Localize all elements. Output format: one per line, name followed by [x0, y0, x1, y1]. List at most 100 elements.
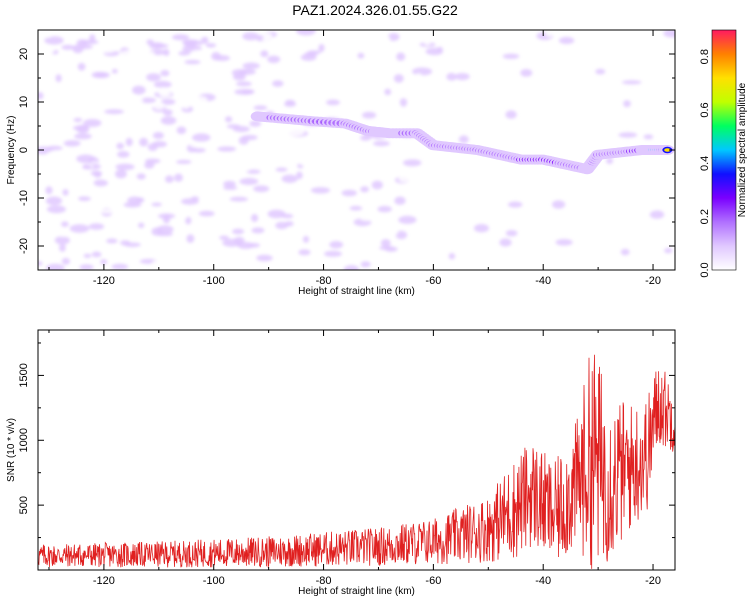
- noise-blob: [104, 109, 124, 115]
- noise-blob: [124, 97, 144, 104]
- noise-blob: [175, 159, 192, 164]
- x-tick-label: -100: [203, 275, 225, 287]
- noise-blob: [62, 64, 77, 72]
- noise-blob: [331, 171, 351, 176]
- colorbar-tick-label: 0.2: [699, 209, 711, 224]
- noise-blob: [206, 37, 226, 44]
- ridge-core: [664, 148, 671, 152]
- noise-blob: [61, 257, 70, 265]
- noise-blob: [114, 117, 131, 126]
- noise-blob: [285, 99, 296, 105]
- noise-blob: [88, 223, 105, 230]
- noise-blob: [97, 44, 117, 54]
- noise-blob: [45, 186, 53, 195]
- noise-blob: [520, 69, 533, 77]
- noise-blob: [173, 43, 181, 53]
- noise-blob: [78, 196, 91, 202]
- noise-blob: [80, 39, 99, 45]
- noise-blob: [45, 263, 65, 270]
- noise-blob: [292, 91, 310, 97]
- noise-blob: [276, 92, 284, 101]
- noise-blob: [236, 81, 252, 87]
- noise-blob: [454, 203, 472, 213]
- noise-blob: [283, 227, 294, 235]
- noise-blob: [202, 162, 211, 171]
- chart-title: PAZ1.2024.326.01.55.G22: [292, 2, 458, 18]
- noise-blob: [132, 108, 151, 117]
- noise-blob: [68, 212, 82, 221]
- noise-blob: [184, 59, 201, 65]
- noise-blob: [360, 134, 372, 141]
- noise-blob: [239, 177, 259, 186]
- y-tick-label: 1000: [18, 428, 30, 452]
- noise-blob: [205, 43, 217, 48]
- noise-blob: [318, 225, 327, 235]
- noise-blob: [388, 189, 407, 195]
- noise-blob: [181, 198, 199, 205]
- colorbar-gradient: [711, 29, 737, 271]
- noise-blob: [297, 111, 306, 116]
- noise-blob: [50, 110, 61, 118]
- noise-blob: [447, 58, 460, 68]
- noise-blob: [649, 210, 665, 219]
- y-tick-label: 1500: [18, 363, 30, 387]
- noise-blob: [393, 74, 404, 83]
- noise-blob: [310, 187, 331, 194]
- noise-blob: [384, 88, 392, 96]
- noise-blob: [233, 126, 250, 133]
- y-axis-label: Frequency (Hz): [6, 116, 17, 185]
- noise-blob: [236, 94, 244, 102]
- noise-blob: [275, 167, 288, 172]
- noise-blob: [232, 171, 249, 178]
- noise-blob: [190, 30, 209, 35]
- noise-blob: [499, 238, 512, 247]
- noise-blob: [251, 213, 259, 223]
- noise-blob: [74, 133, 92, 140]
- spectral-ridge: [250, 111, 675, 175]
- noise-blob: [263, 232, 274, 239]
- noise-blob: [503, 124, 516, 129]
- x-axis-label: Height of straight line (km): [298, 286, 415, 297]
- noise-blob: [232, 228, 245, 235]
- noise-blob: [412, 67, 433, 76]
- noise-blob: [162, 109, 173, 116]
- noise-blob: [226, 205, 242, 213]
- noise-blob: [378, 228, 398, 237]
- noise-blob: [104, 91, 120, 101]
- noise-blob: [199, 85, 209, 93]
- noise-blob: [59, 244, 66, 252]
- noise-blob: [284, 221, 294, 227]
- noise-blob: [182, 39, 197, 46]
- noise-blob: [73, 97, 84, 103]
- noise-blob: [202, 74, 212, 80]
- noise-blob: [67, 264, 83, 270]
- noise-blob: [499, 178, 513, 186]
- noise-blob: [152, 132, 164, 139]
- noise-blob: [271, 98, 279, 106]
- noise-blob: [370, 162, 378, 171]
- noise-blob: [153, 80, 172, 89]
- noise-blob: [48, 58, 59, 65]
- noise-blob: [43, 159, 59, 165]
- noise-blob: [272, 80, 284, 87]
- noise-blob: [134, 62, 143, 71]
- noise-blob: [296, 30, 316, 36]
- colorbar-tick-label: 0.8: [699, 49, 711, 64]
- noise-blob: [120, 87, 132, 93]
- noise-blob: [38, 261, 43, 266]
- noise-blob: [65, 202, 79, 212]
- noise-blob: [91, 71, 107, 79]
- noise-blob: [502, 53, 520, 59]
- noise-blob: [111, 68, 118, 74]
- x-tick-label: -40: [535, 575, 551, 587]
- noise-blob: [508, 201, 523, 208]
- noise-blob: [338, 145, 357, 152]
- noise-blob: [429, 169, 436, 177]
- noise-blob: [160, 98, 176, 105]
- noise-blob: [186, 234, 195, 244]
- noise-blob: [138, 123, 149, 128]
- noise-blob: [117, 151, 130, 158]
- noise-blob: [138, 222, 145, 229]
- noise-blob: [174, 262, 194, 270]
